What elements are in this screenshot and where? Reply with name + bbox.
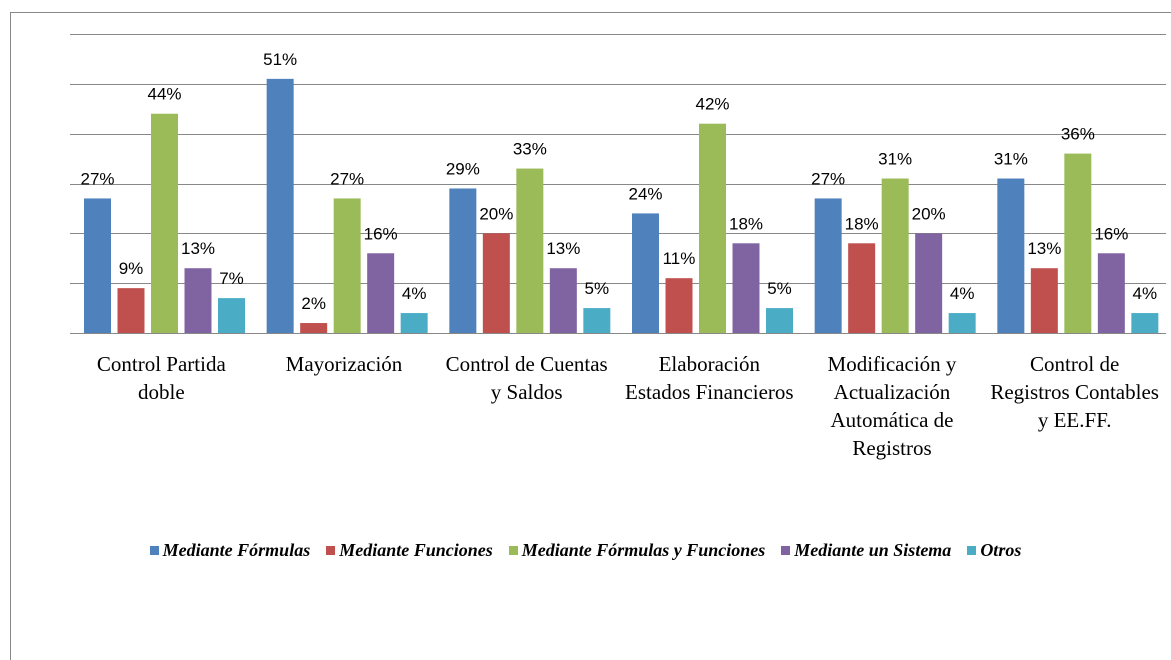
legend: Mediante Fórmulas Mediante Funciones Media… — [0, 540, 1171, 561]
legend-item: Mediante Funciones — [326, 540, 493, 561]
x-tick-label: Control de Registros Contables y EE.FF. — [990, 352, 1159, 432]
bar — [84, 198, 111, 333]
data-label: 13% — [1027, 239, 1061, 258]
bar — [814, 198, 842, 333]
legend-item: Otros — [967, 540, 1021, 561]
data-label: 4% — [950, 284, 975, 303]
legend-label: Otros — [980, 540, 1022, 560]
legend-label: Mediante Fórmulas y Funciones — [521, 540, 766, 560]
bar — [699, 123, 726, 333]
data-label: 5% — [585, 279, 610, 298]
bar — [732, 243, 760, 333]
data-label: 2% — [301, 294, 326, 313]
data-label: 13% — [181, 239, 215, 258]
bar — [482, 233, 510, 333]
data-label: 27% — [80, 169, 114, 188]
legend-label: Mediante Funciones — [339, 540, 493, 560]
bar — [848, 243, 876, 333]
legend-swatch — [508, 546, 518, 555]
data-label: 31% — [878, 150, 912, 169]
data-label: 18% — [729, 214, 763, 233]
bar — [997, 178, 1025, 333]
bar — [549, 268, 577, 333]
bar — [766, 308, 793, 333]
data-label: 29% — [446, 159, 480, 178]
data-label: 51% — [263, 50, 297, 69]
data-label: 5% — [767, 279, 792, 298]
bar — [218, 298, 245, 333]
bar — [117, 288, 145, 333]
data-label: 20% — [479, 204, 513, 223]
bar — [300, 323, 328, 333]
bar — [881, 178, 909, 333]
x-tick-label: Mayorización — [285, 352, 403, 376]
data-label: 9% — [119, 259, 144, 278]
legend-swatch — [149, 546, 159, 555]
data-label: 42% — [695, 95, 729, 114]
bar — [1030, 268, 1058, 333]
data-label: 44% — [147, 85, 181, 104]
data-label: 27% — [330, 169, 364, 188]
bar — [266, 78, 294, 333]
legend-item: Mediante Fórmulas — [149, 540, 311, 561]
bar — [333, 198, 361, 333]
data-label: 24% — [628, 184, 662, 203]
legend-label: Mediante Fórmulas — [162, 540, 311, 560]
bar — [1097, 253, 1125, 333]
bar — [665, 278, 693, 333]
bar — [367, 253, 395, 333]
data-label: 36% — [1061, 125, 1095, 144]
bar — [184, 268, 212, 333]
bar — [1064, 153, 1092, 333]
data-label: 20% — [912, 204, 946, 223]
bar — [449, 188, 477, 333]
data-label: 11% — [663, 249, 696, 268]
bar — [400, 313, 428, 333]
data-label: 27% — [811, 169, 845, 188]
data-label: 13% — [546, 239, 580, 258]
x-tick-label: Modificación y Actualización Automática … — [827, 352, 957, 460]
x-tick-label: Control Partida doble — [96, 352, 226, 404]
chart-border — [10, 12, 1171, 660]
x-tick-label: Elaboración Estados Financieros — [625, 352, 794, 404]
bar — [1131, 313, 1159, 333]
data-label: 31% — [994, 150, 1028, 169]
legend-label: Mediante un Sistema — [794, 540, 952, 560]
legend-swatch — [326, 546, 336, 555]
data-label: 4% — [402, 284, 427, 303]
data-label: 7% — [219, 269, 244, 288]
bar — [151, 113, 178, 333]
bar — [915, 233, 943, 333]
legend-swatch — [781, 546, 791, 555]
data-label: 16% — [1094, 224, 1128, 243]
data-label: 4% — [1133, 284, 1158, 303]
legend-swatch — [967, 546, 977, 555]
bar — [948, 313, 976, 333]
bar — [516, 168, 544, 333]
legend-item: Mediante un Sistema — [781, 540, 951, 561]
data-label: 16% — [364, 224, 398, 243]
legend-item: Mediante Fórmulas y Funciones — [508, 540, 766, 561]
data-label: 33% — [513, 140, 547, 159]
x-tick-label: Control de Cuentas y Saldos — [445, 352, 608, 404]
bar — [583, 308, 611, 333]
bar — [632, 213, 659, 333]
data-label: 18% — [845, 214, 879, 233]
